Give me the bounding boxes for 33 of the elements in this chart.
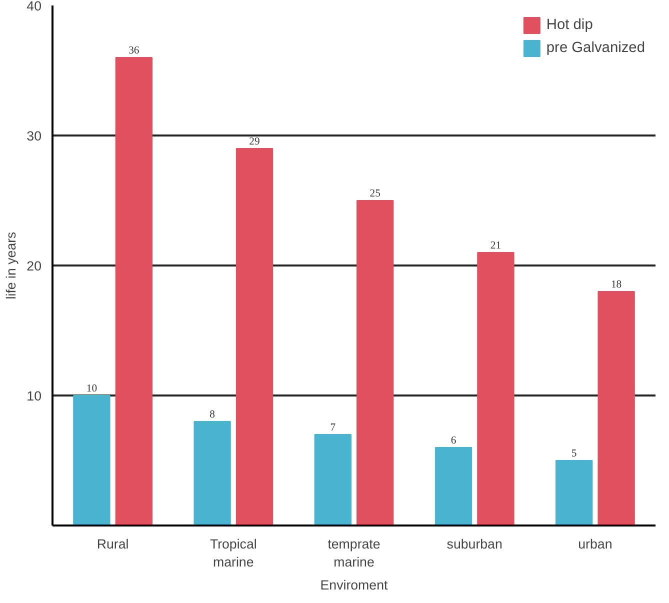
data-label: 21 — [490, 240, 502, 252]
y-tick-label: 10 — [26, 388, 42, 404]
y-axis-title: life in years — [4, 231, 19, 300]
y-tick-label: 30 — [26, 128, 42, 144]
data-label: 18 — [610, 280, 622, 290]
bar — [314, 434, 352, 526]
bar — [434, 447, 472, 526]
y-tick-label: 20 — [26, 258, 42, 274]
bar — [73, 395, 110, 526]
bar — [356, 200, 394, 526]
data-label: 10 — [86, 384, 98, 394]
data-label: 7 — [330, 422, 336, 434]
x-tick-label: temprate marine — [328, 536, 380, 570]
data-label: 6 — [450, 436, 457, 446]
x-axis-title: Enviroment — [320, 578, 388, 592]
data-label: 36 — [128, 46, 140, 56]
data-label: 8 — [210, 410, 215, 420]
data-label: 25 — [370, 188, 380, 200]
bar — [236, 148, 274, 526]
x-tick-label: urban — [578, 536, 612, 552]
bar — [194, 421, 231, 526]
data-label: 29 — [249, 136, 260, 148]
data-label: 5 — [571, 448, 577, 460]
x-tick-label: Rural — [96, 536, 129, 552]
bar — [115, 57, 152, 526]
y-tick-label: 40 — [26, 0, 42, 14]
x-tick-label: Tropical marine — [210, 536, 257, 570]
bar — [598, 291, 635, 526]
bar — [477, 252, 514, 526]
legend-label: pre Galvanized — [546, 40, 645, 56]
legend-label: Hot dip — [546, 17, 593, 33]
bar — [556, 460, 593, 526]
x-tick-label: suburban — [446, 536, 502, 552]
